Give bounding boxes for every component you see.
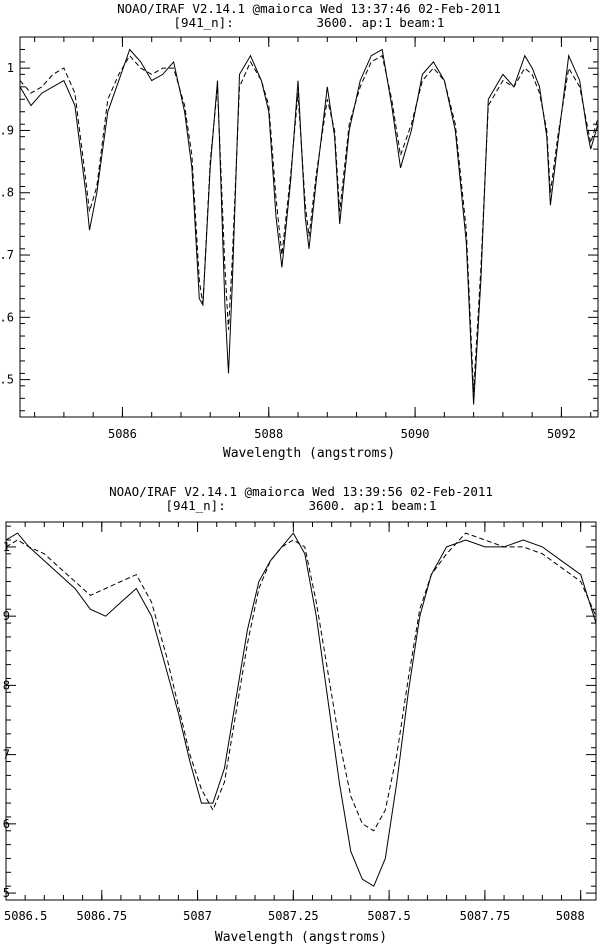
chart-panel-2: NOAO/IRAF V2.14.1 @maiorca Wed 13:39:56 … <box>0 484 597 945</box>
x-tick-label: 5092 <box>547 427 576 441</box>
x-tick-label: 5086.5 <box>4 909 47 923</box>
x-axis-label: Wavelength (angstroms) <box>223 446 395 461</box>
series-line-dashed <box>20 54 598 393</box>
x-tick-label: 5087.25 <box>268 909 319 923</box>
plot-frame <box>19 36 599 418</box>
y-tick-label: .6 <box>0 817 10 831</box>
y-tick-label: .6 <box>0 310 14 324</box>
y-tick-label: 1 <box>7 61 14 75</box>
series-line-solid <box>6 532 596 887</box>
y-tick-label: .5 <box>0 373 14 387</box>
x-tick-label: 5088 <box>254 427 283 441</box>
chart-header-line2: [941_n]: 3600. ap:1 beam:1 <box>174 15 445 30</box>
y-tick-label: .8 <box>0 186 14 200</box>
x-tick-label: 5088 <box>556 909 585 923</box>
chart-header-line2: [941_n]: 3600. ap:1 beam:1 <box>166 498 437 513</box>
chart-panel-1: NOAO/IRAF V2.14.1 @maiorca Wed 13:37:46 … <box>0 1 599 461</box>
y-tick-label: .7 <box>0 748 10 762</box>
x-tick-label: 5090 <box>401 427 430 441</box>
chart-header-line1: NOAO/IRAF V2.14.1 @maiorca Wed 13:39:56 … <box>109 484 493 499</box>
x-tick-label: 5086 <box>108 427 137 441</box>
y-tick-label: .9 <box>0 609 10 623</box>
y-tick-label: .5 <box>0 886 10 900</box>
x-tick-label: 5087 <box>183 909 212 923</box>
y-tick-label: .7 <box>0 248 14 262</box>
y-tick-label: .8 <box>0 678 10 692</box>
x-axis-label: Wavelength (angstroms) <box>215 930 387 945</box>
series-line-dashed <box>6 532 596 832</box>
x-tick-label: 5086.75 <box>76 909 127 923</box>
series-line-solid <box>20 48 598 405</box>
plot-frame <box>5 521 597 901</box>
y-tick-label: .9 <box>0 123 14 137</box>
x-tick-label: 5087.75 <box>460 909 511 923</box>
x-tick-label: 5087.5 <box>367 909 410 923</box>
chart-header-line1: NOAO/IRAF V2.14.1 @maiorca Wed 13:37:46 … <box>117 1 501 16</box>
